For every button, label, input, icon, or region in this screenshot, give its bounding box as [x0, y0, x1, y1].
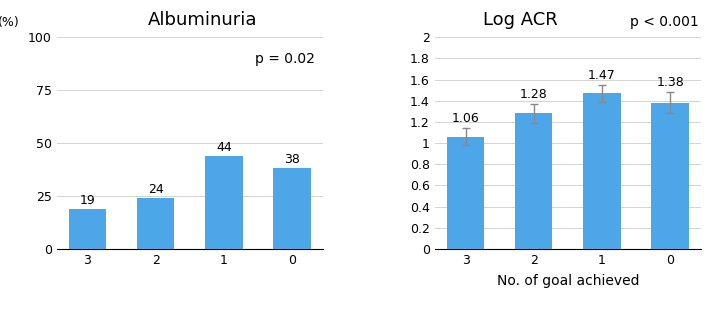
Text: Log ACR: Log ACR	[483, 11, 557, 29]
Bar	[69, 209, 106, 249]
Text: 44: 44	[216, 141, 232, 154]
Bar	[583, 93, 621, 249]
Text: 19: 19	[79, 193, 96, 207]
Text: 1.06: 1.06	[452, 112, 479, 125]
Text: p = 0.02: p = 0.02	[255, 52, 315, 66]
Bar	[137, 198, 174, 249]
Text: 38: 38	[284, 153, 300, 166]
Bar	[447, 137, 484, 249]
Bar	[273, 169, 311, 249]
Bar	[205, 156, 243, 249]
Text: 1.47: 1.47	[588, 69, 616, 82]
Text: 1.38: 1.38	[656, 76, 684, 89]
X-axis label: No. of goal achieved: No. of goal achieved	[496, 274, 639, 288]
Text: (%): (%)	[0, 16, 20, 29]
Text: p < 0.001: p < 0.001	[629, 15, 698, 29]
Text: Albuminuria: Albuminuria	[148, 11, 258, 29]
Bar	[651, 103, 689, 249]
Bar	[515, 114, 552, 249]
Text: 24: 24	[148, 183, 164, 196]
Text: 1.28: 1.28	[520, 88, 547, 101]
